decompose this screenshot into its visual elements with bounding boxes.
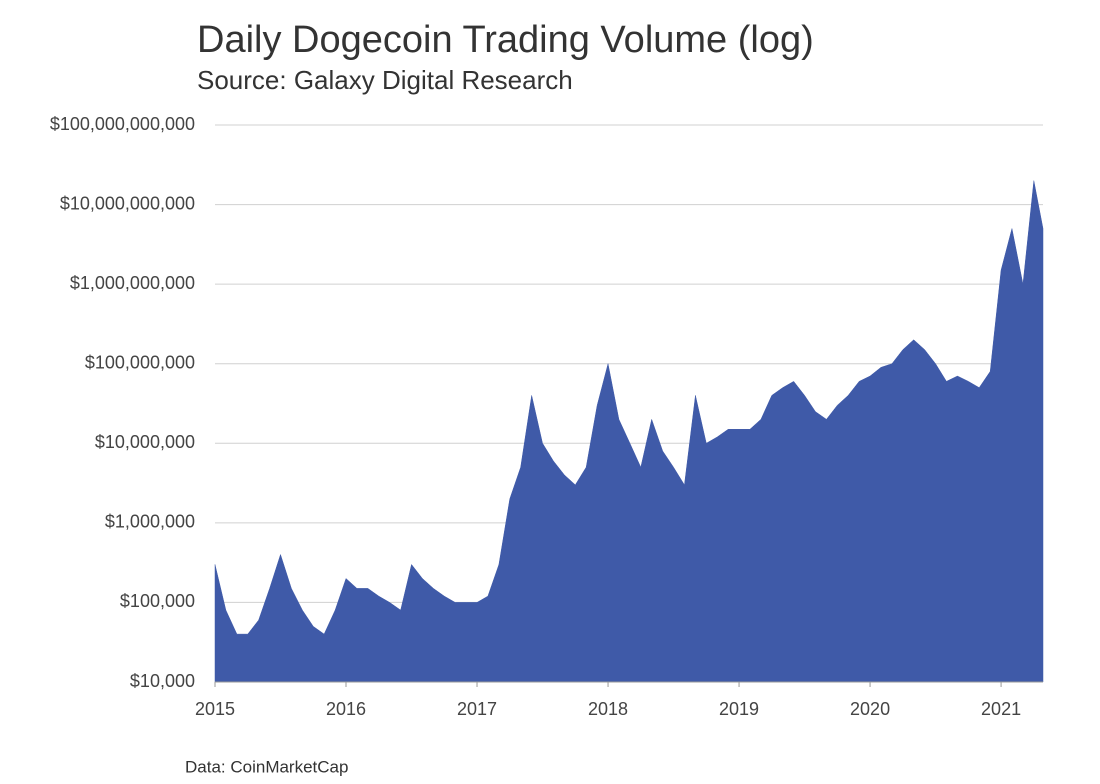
- y-tick-label: $10,000,000,000: [60, 193, 195, 213]
- chart-subtitle: Source: Galaxy Digital Research: [197, 65, 573, 95]
- x-tick-label: 2021: [981, 699, 1021, 719]
- y-tick-label: $10,000: [130, 671, 195, 691]
- x-tick-label: 2015: [195, 699, 235, 719]
- y-tick-label: $10,000,000: [95, 432, 195, 452]
- x-tick-label: 2017: [457, 699, 497, 719]
- y-tick-label: $100,000,000: [85, 352, 195, 372]
- y-tick-label: $100,000,000,000: [50, 114, 195, 134]
- volume-area: [214, 180, 1044, 683]
- y-tick-label: $1,000,000,000: [70, 273, 195, 293]
- y-tick-label: $100,000: [120, 591, 195, 611]
- x-tick-label: 2016: [326, 699, 366, 719]
- chart-title: Daily Dogecoin Trading Volume (log): [197, 19, 814, 61]
- source-note: Data: CoinMarketCap: [185, 757, 348, 776]
- x-tick-label: 2019: [719, 699, 759, 719]
- x-tick-label: 2018: [588, 699, 628, 719]
- x-tick-label: 2020: [850, 699, 890, 719]
- y-tick-label: $1,000,000: [105, 512, 195, 532]
